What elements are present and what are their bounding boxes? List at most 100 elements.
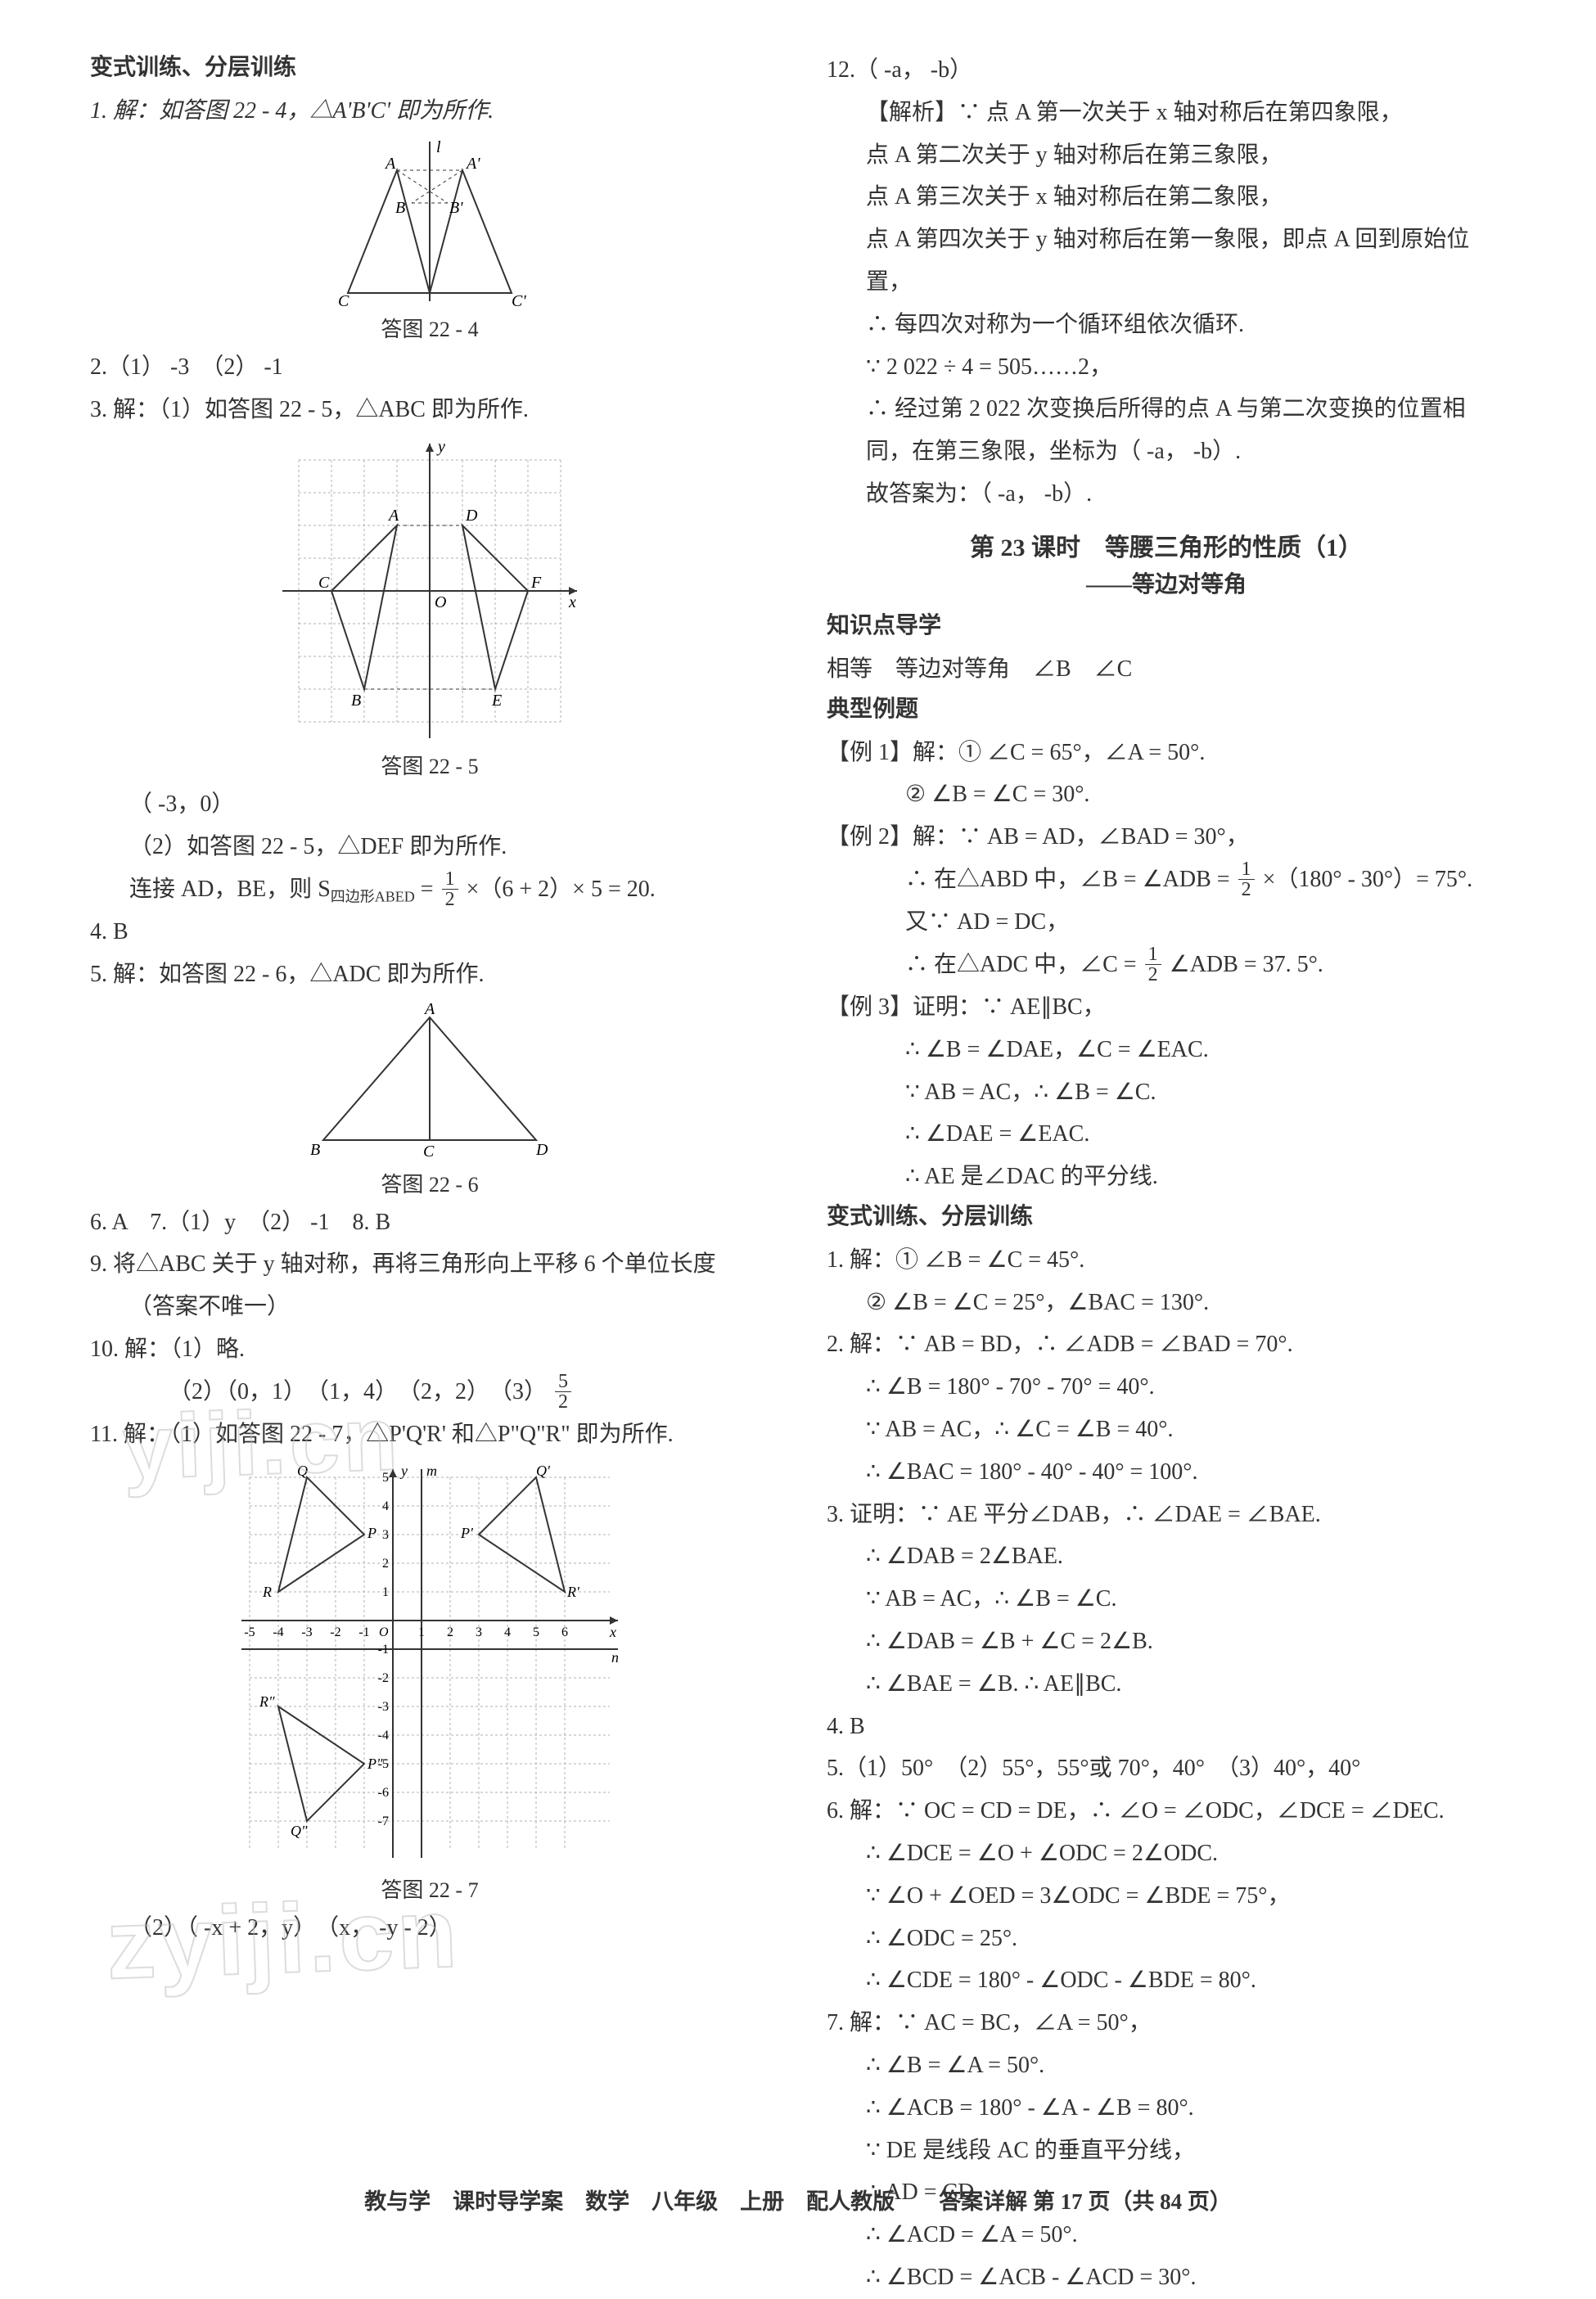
b4: 4. B (827, 1706, 1506, 1748)
svg-text:m: m (426, 1463, 437, 1479)
b3c: ∵ AB = AC，∴ ∠B = ∠C. (827, 1578, 1506, 1621)
b2a: 2. 解：∵ AB = BD，∴ ∠ADB = ∠BAD = 70°. (827, 1323, 1506, 1366)
r12g: ∵ 2 022 ÷ 4 = 505……2， (827, 346, 1506, 389)
q1: 1. 解：如答图 22 - 4，△A'B'C' 即为所作. (90, 90, 769, 133)
svg-text:y: y (436, 438, 445, 456)
svg-text:B: B (310, 1141, 320, 1159)
ex2b-num: 1 (1238, 859, 1255, 880)
b3e: ∴ ∠BAE = ∠B. ∴ AE∥BC. (827, 1663, 1506, 1706)
svg-text:O: O (435, 593, 446, 611)
svg-text:Q': Q' (536, 1463, 551, 1479)
svg-text:Q": Q" (291, 1823, 308, 1839)
q11b: （2）（ -x + 2，y） （x， -y - 2） (90, 1907, 769, 1950)
ex2b-pre: ∴ 在△ABD 中，∠B = ∠ADB = (905, 867, 1236, 892)
frac-den-2: 2 (555, 1392, 571, 1412)
svg-text:-6: -6 (378, 1786, 389, 1800)
fig22-4-svg: l A A' B B' C C' (307, 137, 552, 309)
section-23-title: 第 23 课时 等腰三角形的性质（1） (827, 527, 1506, 563)
svg-text:-5: -5 (244, 1625, 255, 1639)
b6c: ∵ ∠O + ∠OED = 3∠ODC = ∠BDE = 75°， (827, 1875, 1506, 1918)
svg-text:R: R (262, 1584, 272, 1600)
svg-text:n: n (611, 1649, 619, 1666)
ex2d-num: 1 (1145, 944, 1161, 965)
fig22-7-caption: 答图 22 - 7 (90, 1873, 769, 1904)
svg-text:A': A' (465, 155, 480, 173)
q3d-mid: = (415, 877, 440, 902)
svg-text:D: D (535, 1141, 548, 1159)
b6e: ∴ ∠CDE = 180° - ∠ODC - ∠BDE = 80°. (827, 1959, 1506, 2002)
b6b: ∴ ∠DCE = ∠O + ∠ODC = 2∠ODC. (827, 1832, 1506, 1875)
label-l: l (436, 138, 441, 156)
ex3b: ∴ ∠B = ∠DAE，∠C = ∠EAC. (827, 1029, 1506, 1071)
q3d: 连接 AD，BE，则 S四边形ABED = 12 ×（6 + 2）× 5 = 2… (90, 868, 769, 911)
svg-text:C: C (338, 292, 349, 309)
b7a: 7. 解：∵ AC = BC，∠A = 50°， (827, 2002, 1506, 2044)
q10b-pre: （2）（0，1） （1，4） （2，2） （3） (169, 1379, 547, 1404)
q2: 2.（1） -3 （2） -1 (90, 346, 769, 389)
ex3c: ∵ AB = AC，∴ ∠B = ∠C. (827, 1071, 1506, 1114)
svg-text:4: 4 (504, 1625, 511, 1639)
q9b: （答案不唯一） (90, 1286, 769, 1328)
b7f: ∴ ∠ACD = ∠A = 50°. (827, 2214, 1506, 2256)
svg-text:5: 5 (533, 1625, 539, 1639)
figure-22-6: A B C D 答图 22 - 6 (90, 1001, 769, 1198)
q9a: 9. 将△ABC 关于 y 轴对称，再将三角形向上平移 6 个单位长度 (90, 1243, 769, 1286)
svg-text:-7: -7 (378, 1814, 389, 1828)
b6a: 6. 解：∵ OC = CD = DE，∴ ∠O = ∠ODC，∠DCE = ∠… (827, 1790, 1506, 1832)
b6d: ∴ ∠ODC = 25°. (827, 1918, 1506, 1960)
svg-text:4: 4 (382, 1499, 389, 1513)
r12i: 故答案为：（ -a， -b）. (827, 473, 1506, 516)
fig22-6-caption: 答图 22 - 6 (90, 1168, 769, 1198)
svg-text:-2: -2 (378, 1671, 389, 1685)
b5: 5.（1）50° （2）55°，55°或 70°，40° （3）40°，40° (827, 1747, 1506, 1790)
b7g: ∴ ∠BCD = ∠ACB - ∠ACD = 30°. (827, 2256, 1506, 2299)
q3d-pre: 连接 AD，BE，则 S (129, 877, 331, 902)
dx-heading: 典型例题 (827, 691, 1506, 724)
b7c: ∴ ∠ACB = 180° - ∠A - ∠B = 80°. (827, 2087, 1506, 2130)
svg-text:C: C (318, 574, 330, 592)
q3d-sub: 四边形ABED (331, 889, 415, 905)
q3d-post: ×（6 + 2）× 5 = 20. (467, 877, 656, 902)
svg-text:2: 2 (382, 1557, 389, 1571)
bs-heading: 变式训练、分层训练 (827, 1198, 1506, 1231)
svg-text:E: E (491, 692, 502, 710)
b1b: ② ∠B = ∠C = 25°，∠BAC = 130°. (827, 1282, 1506, 1324)
q10b: （2）（0，1） （1，4） （2，2） （3） 52 (90, 1371, 769, 1413)
svg-text:A: A (384, 155, 396, 173)
q3c: （2）如答图 22 - 5，△DEF 即为所作. (90, 826, 769, 868)
fig22-6-svg: A B C D (291, 1001, 569, 1165)
q678: 6. A 7.（1）y （2） -1 8. B (90, 1201, 769, 1244)
section-23-sub: ——等边对等角 (827, 566, 1506, 599)
svg-text:-1: -1 (358, 1625, 369, 1639)
ex2d-den: 2 (1145, 965, 1161, 985)
ex2d-pre: ∴ 在△ADC 中，∠C = (905, 952, 1143, 977)
svg-text:x: x (568, 593, 576, 611)
svg-text:y: y (399, 1463, 408, 1479)
svg-text:D: D (465, 507, 478, 525)
fig22-5-caption: 答图 22 - 5 (90, 750, 769, 780)
svg-text:5: 5 (382, 1471, 389, 1485)
svg-text:C': C' (512, 292, 526, 309)
svg-text:B: B (351, 692, 361, 710)
svg-text:C: C (423, 1143, 435, 1161)
ex2d: ∴ 在△ADC 中，∠C = 12 ∠ADB = 37. 5°. (827, 944, 1506, 986)
svg-text:-2: -2 (330, 1625, 340, 1639)
page-footer: 教与学 课时导学案 数学 八年级 上册 配人教版 答案详解 第 17 页（共 8… (0, 2184, 1596, 2216)
figure-22-7: x y m n O -5-4-3-2-1 123456 12345 -1-2-3… (90, 1461, 769, 1904)
svg-text:3: 3 (476, 1625, 482, 1639)
svg-text:2: 2 (447, 1625, 453, 1639)
page-columns: 变式训练、分层训练 1. 解：如答图 22 - 4，△A'B'C' 即为所作. … (90, 49, 1506, 2299)
b3b: ∴ ∠DAB = 2∠BAE. (827, 1535, 1506, 1578)
svg-text:-4: -4 (378, 1729, 389, 1742)
ex2b: ∴ 在△ABD 中，∠B = ∠ADB = 12 ×（180° - 30°）= … (827, 859, 1506, 901)
r12d: 点 A 第三次关于 x 轴对称后在第二象限， (827, 176, 1506, 219)
r12e: 点 A 第四次关于 y 轴对称后在第一象限，即点 A 回到原始位置， (827, 219, 1506, 304)
b3d: ∴ ∠DAB = ∠B + ∠C = 2∠B. (827, 1621, 1506, 1663)
figure-22-5: x y O A C B D F E 答图 22 - 5 (90, 435, 769, 780)
ex1b: ② ∠B = ∠C = 30°. (827, 773, 1506, 816)
svg-text:O: O (379, 1625, 389, 1639)
ex3e: ∴ AE 是∠DAC 的平分线. (827, 1156, 1506, 1198)
svg-text:R": R" (259, 1693, 275, 1710)
left-column: 变式训练、分层训练 1. 解：如答图 22 - 4，△A'B'C' 即为所作. … (90, 49, 769, 2299)
q5: 5. 解：如答图 22 - 6，△ADC 即为所作. (90, 953, 769, 996)
